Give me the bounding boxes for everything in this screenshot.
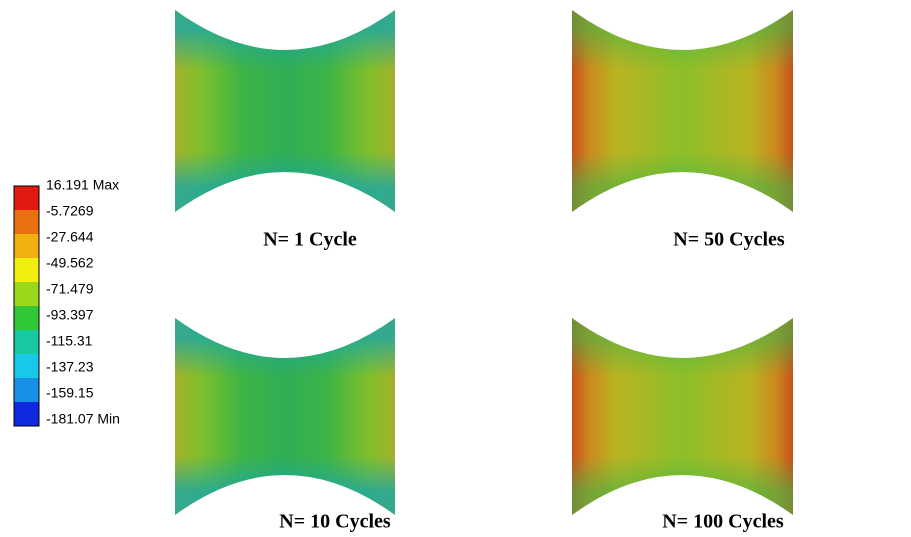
panel-caption: N= 50 Cycles [673,229,785,251]
legend-label: -159.15 [46,385,94,401]
legend-label: 16.191 Max [46,177,119,193]
legend-swatch [14,210,39,234]
legend-label: -115.31 [46,333,93,349]
legend-label: -181.07 Min [46,411,120,427]
panel-caption: N= 10 Cycles [279,511,391,533]
legend-swatch [14,354,39,378]
legend-swatch [14,402,39,426]
panel-caption: N= 1 Cycle [263,229,357,251]
legend-label: -49.562 [46,255,94,271]
panel: N= 10 Cycles [175,318,395,533]
legend-swatch [14,330,39,354]
panel-caption: N= 100 Cycles [662,511,784,533]
contour-shade [572,318,793,515]
panel: N= 100 Cycles [572,318,793,533]
legend-swatch [14,234,39,258]
legend-label: -93.397 [46,307,94,323]
legend-label: -71.479 [46,281,94,297]
panel: N= 50 Cycles [572,10,793,251]
legend-swatch [14,306,39,330]
contour-shade [175,10,395,212]
panel: N= 1 Cycle [175,10,395,251]
contour-shade [572,10,793,212]
legend-label: -5.7269 [46,203,94,219]
legend: 16.191 Max -5.7269 -27.644 -49.562 -71.4… [13,177,120,427]
legend-swatch [14,186,39,210]
contour-shade [175,318,395,515]
legend-frame [13,185,40,427]
legend-swatch [14,258,39,282]
legend-swatch [14,378,39,402]
legend-label: -27.644 [46,229,94,245]
legend-label: -137.23 [46,359,94,375]
legend-swatch [14,282,39,306]
